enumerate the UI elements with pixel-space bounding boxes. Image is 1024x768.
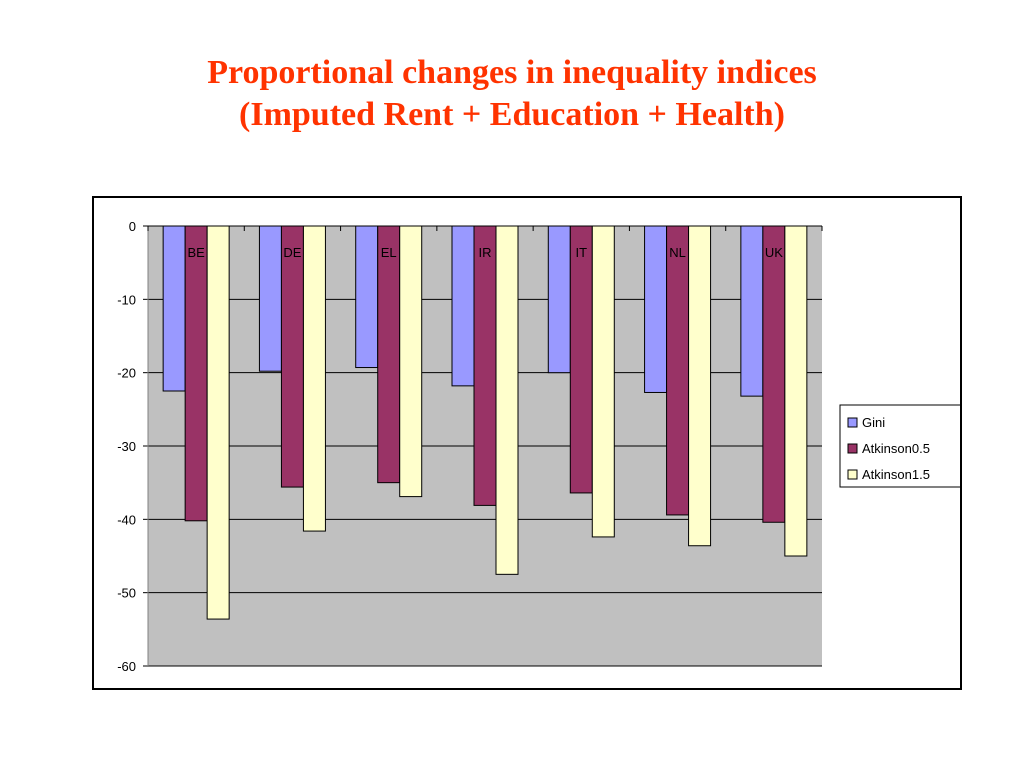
bar-gini-uk: [740, 225, 764, 397]
bar-atkinson1-5-ir: [495, 225, 519, 575]
bar-atkinson0-5-nl: [666, 225, 690, 516]
x-tick-label-ir: IR: [479, 245, 492, 260]
bar-atkinson0-5-el: [377, 225, 401, 484]
bar-atkinson1-5-be: [206, 225, 230, 620]
legend-label-2: Atkinson1.5: [862, 467, 930, 482]
title-line-2: (Imputed Rent + Education + Health): [239, 96, 785, 133]
bar-atkinson1-5-nl: [688, 225, 712, 547]
legend-swatch-2: [847, 469, 858, 480]
legend-label-0: Gini: [862, 415, 885, 430]
y-tick-label: -10: [117, 292, 136, 307]
bar-atkinson1-5-de: [302, 225, 326, 532]
bar-gini-it: [547, 225, 571, 374]
bar-atkinson1-5-it: [591, 225, 615, 538]
x-tick-label-it: IT: [576, 245, 588, 260]
bar-gini-de: [258, 225, 282, 372]
legend: [839, 404, 960, 488]
y-tick-label: -60: [117, 659, 136, 674]
bar-atkinson1-5-uk: [784, 225, 808, 557]
bar-chart: 0 -10 -20 -30 -40 -50 -60 BE DE EL IR IT NL UK Gini Atk…: [117, 219, 960, 674]
bar-gini-nl: [644, 225, 668, 393]
bar-atkinson0-5-de: [280, 225, 304, 488]
legend-swatch-1: [847, 443, 858, 454]
legend-swatch-0: [847, 417, 858, 428]
y-tick-label: -20: [117, 366, 136, 381]
x-tick-label-uk: UK: [765, 245, 783, 260]
slide-title: Proportional changes in inequality indic…: [0, 52, 1024, 136]
y-tick-label: -30: [117, 439, 136, 454]
x-tick-label-de: DE: [283, 245, 301, 260]
bar-gini-be: [162, 225, 186, 392]
y-tick-label: -40: [117, 512, 136, 527]
title-line-1: Proportional changes in inequality indic…: [207, 54, 817, 91]
chart-frame: 0 -10 -20 -30 -40 -50 -60 BE DE EL IR IT NL UK Gini Atk…: [92, 196, 962, 690]
bar-atkinson0-5-uk: [762, 225, 786, 523]
bar-atkinson0-5-it: [569, 225, 593, 494]
bar-gini-el: [355, 225, 379, 369]
x-tick-label-nl: NL: [669, 245, 686, 260]
bar-atkinson1-5-el: [399, 225, 423, 498]
bar-gini-ir: [451, 225, 475, 387]
x-tick-label-el: EL: [381, 245, 397, 260]
y-tick-label: 0: [129, 219, 136, 234]
bar-atkinson0-5-ir: [473, 225, 497, 506]
bar-atkinson0-5-be: [184, 225, 208, 522]
x-tick-label-be: BE: [187, 245, 205, 260]
legend-label-1: Atkinson0.5: [862, 441, 930, 456]
y-tick-label: -50: [117, 586, 136, 601]
